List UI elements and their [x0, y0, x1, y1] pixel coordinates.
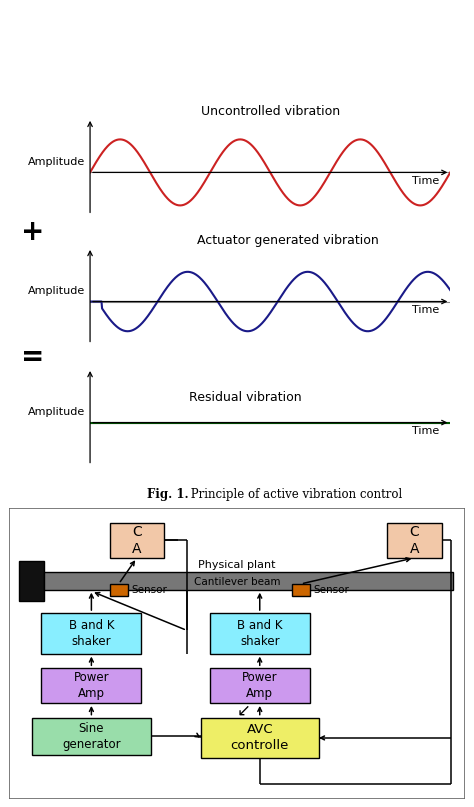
Text: Sensor: Sensor	[131, 585, 167, 595]
Bar	[387, 523, 442, 558]
Text: Residual vibration: Residual vibration	[189, 391, 301, 404]
Bar	[109, 584, 128, 596]
Text: Time: Time	[412, 305, 439, 315]
Bar	[109, 523, 164, 558]
Bar	[18, 561, 44, 601]
Text: Sine
generator: Sine generator	[62, 722, 121, 751]
Text: AVC
controlle: AVC controlle	[230, 723, 289, 752]
Bar	[201, 717, 319, 759]
Text: Cantilever beam: Cantilever beam	[194, 578, 280, 587]
Text: +: +	[21, 218, 45, 246]
Bar	[210, 613, 310, 654]
Text: Time: Time	[412, 176, 439, 186]
Text: ↙: ↙	[237, 701, 251, 719]
Bar	[44, 572, 453, 590]
Bar	[210, 668, 310, 703]
Text: Time: Time	[412, 426, 439, 436]
Text: Amplitude: Amplitude	[28, 286, 85, 296]
Text: Uncontrolled vibration: Uncontrolled vibration	[201, 105, 340, 118]
Text: =: =	[21, 343, 45, 371]
Text: Physical plant: Physical plant	[198, 560, 276, 570]
Text: Principle of active vibration control: Principle of active vibration control	[187, 488, 402, 501]
Bar	[41, 668, 141, 703]
Bar	[32, 717, 151, 755]
Text: Power
Amp: Power Amp	[73, 671, 109, 700]
Text: Amplitude: Amplitude	[28, 157, 85, 167]
Text: Amplitude: Amplitude	[28, 408, 85, 417]
Text: C
A: C A	[410, 525, 419, 556]
Text: C
A: C A	[132, 525, 142, 556]
Text: Sensor: Sensor	[313, 585, 349, 595]
Text: Fig. 1.: Fig. 1.	[147, 488, 189, 501]
Text: B and K
shaker: B and K shaker	[69, 619, 114, 648]
Bar	[41, 613, 141, 654]
Text: Power
Amp: Power Amp	[242, 671, 278, 700]
Text: Actuator generated vibration: Actuator generated vibration	[197, 234, 379, 247]
Text: B and K
shaker: B and K shaker	[237, 619, 283, 648]
Bar	[292, 584, 310, 596]
